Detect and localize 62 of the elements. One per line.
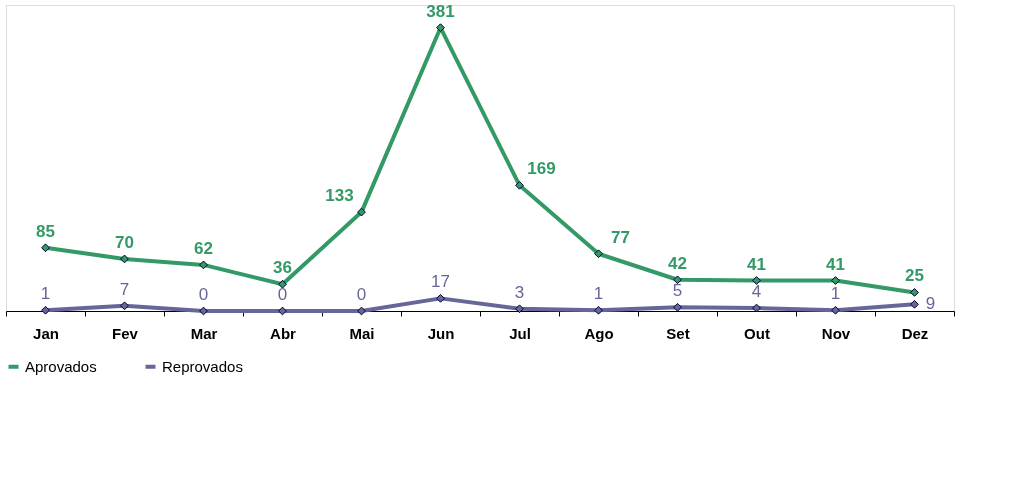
data-label: 0	[277, 285, 288, 304]
x-tick-label: Dez	[901, 324, 929, 342]
data-label: 41	[826, 254, 845, 274]
point	[594, 249, 603, 259]
data-label: 381	[426, 1, 455, 21]
data-label: 25	[905, 266, 924, 286]
x-tick-label: Mar	[190, 324, 218, 342]
x-tick-label: Ago	[584, 324, 614, 342]
point	[910, 288, 919, 297]
x-tick-label: Out	[744, 324, 770, 342]
point	[515, 304, 524, 314]
point	[278, 306, 287, 316]
data-label: 7	[119, 279, 130, 299]
point	[41, 305, 50, 315]
data-label: 62	[194, 238, 213, 258]
data-label: 42	[668, 253, 687, 273]
data-label: 1	[593, 284, 604, 304]
data-label: 0	[198, 285, 209, 304]
data-label: 1	[830, 284, 841, 304]
point	[831, 305, 840, 315]
point	[752, 303, 761, 313]
point	[910, 299, 919, 309]
data-label: 5	[672, 281, 683, 301]
data-label: 169	[527, 159, 556, 179]
data-label: 77	[611, 227, 630, 247]
x-tick-label: Nov	[821, 324, 851, 342]
legend-label: Aprovados	[25, 357, 97, 375]
point	[831, 276, 840, 285]
data-label: 17	[431, 272, 450, 292]
data-label: 4	[751, 282, 762, 302]
legend-label: Reprovados	[162, 357, 243, 375]
data-label: 1	[40, 284, 51, 304]
point	[515, 180, 524, 190]
data-label: 41	[747, 254, 766, 274]
data-label: 85	[36, 221, 55, 241]
data-label: 9	[925, 294, 936, 314]
point	[357, 207, 366, 217]
x-tick-label: Jul	[509, 324, 531, 342]
data-label: 3	[514, 282, 525, 302]
x-tick-label: Jan	[33, 324, 59, 342]
point	[41, 243, 50, 253]
point	[752, 276, 761, 285]
point	[199, 260, 208, 270]
point	[436, 293, 445, 303]
point	[673, 302, 682, 312]
data-label: 36	[273, 258, 292, 278]
x-tick-label: Mai	[349, 324, 375, 342]
data-label: 70	[115, 232, 134, 252]
x-tick-label: Jun	[427, 324, 455, 342]
point	[594, 305, 603, 315]
point	[278, 279, 287, 289]
point	[357, 306, 366, 316]
data-label: 0	[356, 285, 367, 304]
x-tick-label: Set	[666, 324, 690, 342]
point	[436, 23, 445, 33]
x-tick-label: Fev	[112, 324, 139, 342]
data-label: 133	[325, 186, 354, 206]
point	[199, 306, 208, 316]
x-tick-label: Abr	[270, 324, 297, 342]
point	[120, 301, 129, 311]
point	[120, 254, 129, 264]
point	[673, 275, 682, 285]
